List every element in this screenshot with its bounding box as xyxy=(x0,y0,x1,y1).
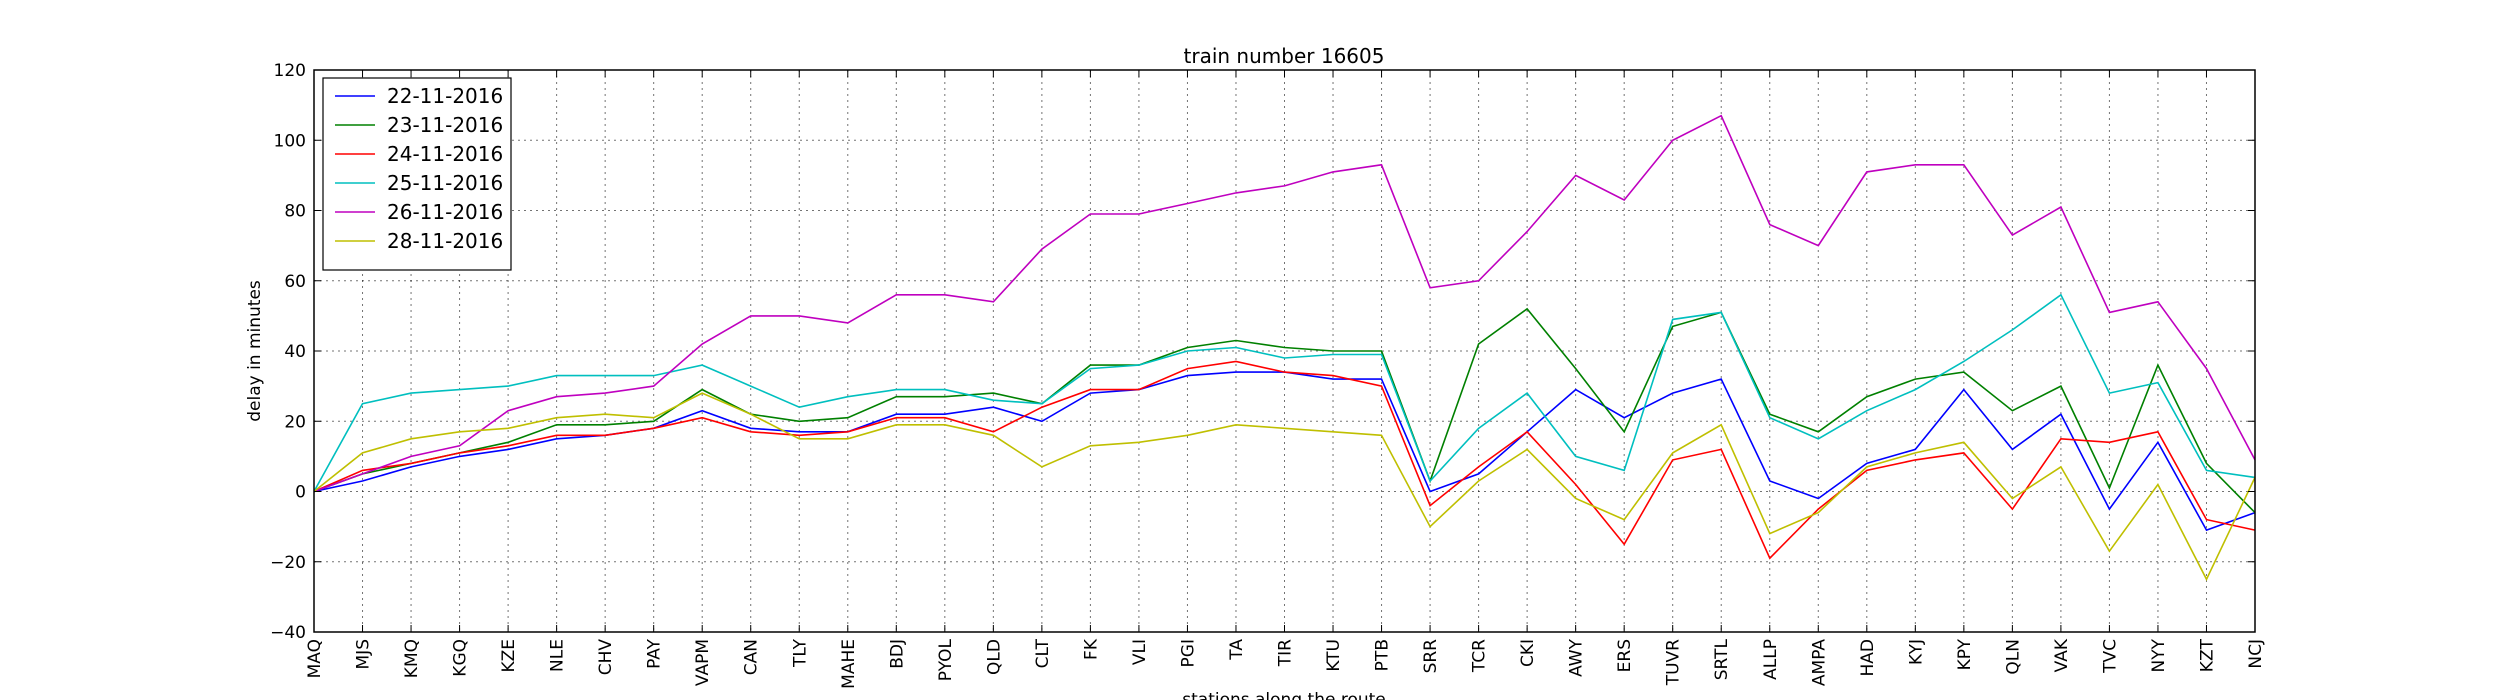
x-tick-label: AWY xyxy=(1567,638,1587,677)
y-tick-label: 120 xyxy=(274,61,306,81)
x-tick-label: KTU xyxy=(1324,639,1344,672)
x-axis-label: stations along the route xyxy=(1182,690,1386,700)
x-tick-label: MAQ xyxy=(305,639,325,678)
x-tick-label: CAN xyxy=(742,639,762,675)
x-tick-label: KMQ xyxy=(402,639,422,678)
x-tick-label: KZT xyxy=(2197,638,2217,672)
x-tick-label: BDJ xyxy=(887,639,907,669)
x-tick-label: SRTL xyxy=(1712,638,1732,680)
x-tick-label: QLD xyxy=(984,639,1004,675)
y-tick-label: 80 xyxy=(284,202,306,222)
y-tick-label: 100 xyxy=(274,131,306,151)
x-tick-label: PTB xyxy=(1373,639,1393,671)
x-tick-label: PAY xyxy=(645,638,665,668)
x-tick-label: KGQ xyxy=(451,639,471,677)
y-tick-label: 60 xyxy=(284,272,306,292)
x-tick-label: KZE xyxy=(499,639,519,673)
series-line-23-11-2016 xyxy=(313,307,2256,514)
legend-box xyxy=(322,77,512,271)
x-tick-label: QLN xyxy=(2003,639,2023,675)
x-tick-label: MAHE xyxy=(839,639,859,689)
series-line-24-11-2016 xyxy=(313,360,2256,560)
x-tick-label: NYY xyxy=(2149,638,2169,672)
x-tick-label: VLI xyxy=(1130,639,1150,665)
series-line-28-11-2016 xyxy=(313,392,2256,582)
y-axis-ticks: −40 −20 0 20 40 60 80 100 120 xyxy=(270,61,2255,643)
x-tick-label: PGI xyxy=(1178,639,1198,667)
legend-entry: 23-11-2016 xyxy=(387,113,503,137)
series-line-25-11-2016 xyxy=(313,293,2256,492)
y-tick-label: 0 xyxy=(295,483,306,503)
x-tick-label: VAPM xyxy=(693,639,713,686)
x-tick-label: TUVR xyxy=(1664,639,1684,686)
x-tick-label: TA xyxy=(1227,639,1247,661)
x-tick-label: CLT xyxy=(1033,638,1053,668)
x-tick-label: PYOL xyxy=(936,638,956,681)
chart-title: train number 16605 xyxy=(1184,44,1385,68)
x-tick-label: CKI xyxy=(1518,639,1538,667)
series-lines xyxy=(313,114,2256,582)
x-tick-label: NCJ xyxy=(2246,639,2266,669)
grid-lines xyxy=(314,70,2255,632)
x-tick-label: KYJ xyxy=(1906,639,1926,665)
legend-entry: 24-11-2016 xyxy=(387,142,503,166)
x-tick-label: TCR xyxy=(1470,639,1490,673)
x-tick-label: HAD xyxy=(1858,639,1878,677)
x-tick-label: SRR xyxy=(1421,639,1441,674)
y-axis-label: delay in minutes xyxy=(245,280,265,422)
legend-entry: 25-11-2016 xyxy=(387,171,503,195)
x-tick-label: ALLP xyxy=(1761,639,1781,680)
x-axis-ticks: MAQ MJS KMQ KGQ KZE NLE CHV PAY VAPM CAN TLY MAHE BD… xyxy=(305,70,2266,689)
x-tick-label: FK xyxy=(1081,638,1101,660)
legend-entry: 22-11-2016 xyxy=(387,84,503,108)
y-tick-label: −40 xyxy=(270,623,306,643)
series-line-26-11-2016 xyxy=(313,114,2256,493)
x-tick-label: NLE xyxy=(548,639,568,672)
legend: 22-11-2016 23-11-2016 24-11-2016 25-11-2016… xyxy=(322,77,512,271)
y-tick-label: 40 xyxy=(284,342,306,362)
x-tick-label: TVC xyxy=(2100,639,2120,674)
x-tick-label: KPY xyxy=(1955,638,1975,670)
x-tick-label: TLY xyxy=(790,638,810,668)
x-tick-label: AMPA xyxy=(1809,639,1829,686)
x-tick-label: MJS xyxy=(354,639,374,669)
y-tick-label: −20 xyxy=(270,553,306,573)
y-tick-label: 20 xyxy=(284,412,306,432)
x-tick-label: VAK xyxy=(2052,638,2072,672)
x-tick-label: CHV xyxy=(596,639,616,676)
x-tick-label: TIR xyxy=(1276,639,1296,667)
legend-entry: 28-11-2016 xyxy=(387,229,503,253)
x-tick-label: ERS xyxy=(1615,639,1635,672)
legend-entry: 26-11-2016 xyxy=(387,200,503,224)
